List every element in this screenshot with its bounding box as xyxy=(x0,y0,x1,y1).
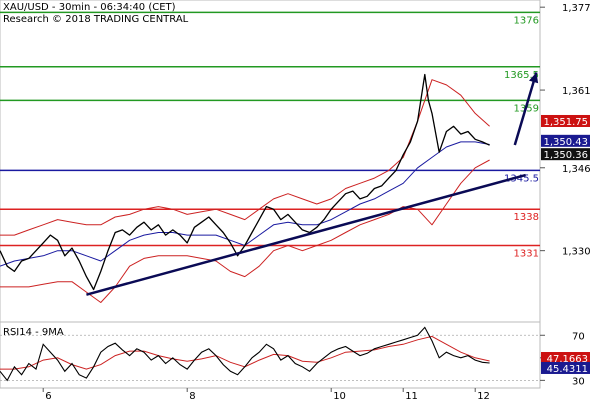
price-y-tick-label: 1,346 xyxy=(562,164,590,175)
price-y-tick-label: 1,377 xyxy=(562,3,590,14)
rsi-y-tick-label: 70 xyxy=(572,331,585,342)
rsi-label-blue-bg xyxy=(541,361,590,374)
rsi-label-red-bg xyxy=(541,352,590,365)
price-label-black: 1,350.36 xyxy=(543,150,588,161)
trendline-group xyxy=(86,72,539,296)
rsi-plot-frame xyxy=(0,321,541,389)
price-line xyxy=(0,73,490,291)
level-label-resistance: 1365.5 xyxy=(504,70,539,81)
x-tick-label: 11 xyxy=(405,391,418,400)
chart-subtitle: Research © 2018 TRADING CENTRAL xyxy=(3,14,189,25)
level-label-resistance: 1376 xyxy=(514,15,539,26)
x-tick-label: 12 xyxy=(477,391,490,400)
rsi-line xyxy=(0,326,490,382)
rsi-series-group xyxy=(0,326,490,382)
price-label-red: 1,351.75 xyxy=(543,117,588,128)
projection-arrow-head xyxy=(528,72,539,84)
x-axis: 6 8 10 11 12 xyxy=(42,388,490,400)
price-plot-frame xyxy=(0,0,541,323)
rsi-label-blue: 45.4311 xyxy=(547,364,588,375)
x-tick-label: 8 xyxy=(189,391,195,400)
rsi-y-tick-label: 30 xyxy=(572,376,585,387)
x-tick-label: 10 xyxy=(333,391,346,400)
price-y-tick-label: 1,361 xyxy=(562,86,590,97)
price-label-blue-bg xyxy=(541,134,590,147)
level-label-pivot: 1345.5 xyxy=(504,173,539,184)
price-label-red-bg xyxy=(541,114,590,127)
rsi-title: RSI14 - 9MA xyxy=(3,327,64,338)
support-trendline xyxy=(86,173,526,296)
price-label-black-bg xyxy=(541,148,590,161)
projection-arrow-shaft xyxy=(513,72,538,146)
level-label-support: 1338 xyxy=(514,212,539,223)
price-y-tick-label: 1,330 xyxy=(562,247,590,258)
x-tick-label: 6 xyxy=(45,391,51,400)
chart-title: XAU/USD - 30min - 06:34:40 (CET) xyxy=(3,2,176,13)
level-label-support: 1331 xyxy=(514,248,539,259)
current-price-labels: 1,351.75 1,350.43 1,350.36 xyxy=(541,114,590,161)
rsi-label-red: 47.1663 xyxy=(547,354,588,365)
price-label-blue: 1,350.43 xyxy=(543,137,588,148)
price-y-axis: 1,377 1,361 1,346 1,330 xyxy=(540,3,590,258)
